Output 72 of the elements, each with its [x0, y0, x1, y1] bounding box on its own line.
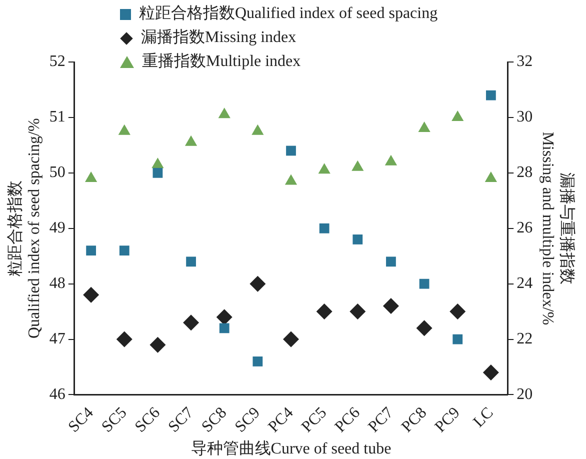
point [250, 276, 266, 292]
point [119, 246, 130, 256]
point [386, 256, 396, 267]
x-tick-label: SC8 [198, 404, 230, 436]
point [86, 246, 96, 256]
point [184, 135, 198, 146]
y2-tick-label: 32 [516, 53, 533, 70]
y-tick-label: 52 [49, 53, 66, 70]
x-tick-label: LC [470, 404, 497, 431]
point [116, 331, 132, 348]
y2-tick-label: 28 [516, 164, 533, 182]
point [284, 174, 298, 185]
point [452, 334, 463, 344]
point [486, 90, 496, 100]
point [382, 298, 399, 314]
x-tick-label: PC7 [365, 404, 397, 436]
point [152, 168, 163, 178]
point [186, 256, 196, 267]
x-tick-label: SC9 [232, 404, 264, 436]
point [218, 108, 230, 118]
y2-tick-label: 26 [516, 220, 533, 237]
x-tick-label: PC9 [432, 404, 464, 436]
y2-tick-label: 20 [516, 386, 533, 403]
point [252, 356, 263, 366]
point [484, 171, 497, 182]
x-tick-label: SC5 [98, 404, 130, 436]
x-tick-label: SC4 [65, 404, 97, 436]
point [450, 304, 466, 320]
x-tick-label: PC5 [298, 404, 330, 436]
x-tick-label: SC6 [132, 404, 164, 436]
point [452, 110, 464, 121]
point [286, 146, 296, 156]
point [252, 124, 264, 135]
point [85, 171, 98, 182]
point [83, 286, 100, 303]
point [482, 364, 499, 381]
y-tick-label: 46 [49, 386, 66, 403]
point [118, 124, 130, 135]
y2-tick-label: 22 [516, 330, 533, 348]
point [352, 234, 363, 244]
point [418, 122, 430, 132]
point [350, 304, 366, 320]
y-tick-label: 48 [49, 275, 66, 292]
legend-label: 重播指数Multiple index [142, 53, 301, 70]
point [419, 278, 430, 289]
y-tick-label: 51 [49, 108, 66, 126]
y-tick-label: 50 [49, 164, 66, 182]
y-tick-label: 49 [49, 220, 66, 237]
point [283, 331, 299, 348]
y-axis-title: 粒距合格指数 Qualified index of seed spacing/% [6, 118, 44, 339]
x-tick-label: PC6 [332, 404, 364, 436]
x-tick-label: PC4 [265, 404, 297, 436]
point [384, 154, 398, 166]
legend-label: 漏播指数Missing index [141, 29, 296, 46]
y2-tick-label: 30 [516, 108, 533, 126]
y2-tick-label: 24 [516, 275, 533, 292]
y2-axis-title: 漏播与重播指数 Missing and multiple index/% [538, 132, 576, 326]
legend-label: 粒距合格指数Qualified index of seed spacing [139, 5, 438, 22]
x-tick-label: SC7 [165, 404, 197, 436]
point [352, 160, 364, 171]
point [150, 336, 166, 353]
y-tick-label: 47 [49, 330, 66, 348]
x-tick-label: PC8 [398, 404, 430, 436]
point [216, 309, 232, 326]
point [152, 158, 164, 168]
point [416, 320, 432, 336]
point [219, 323, 230, 334]
point [319, 223, 330, 234]
point [318, 163, 330, 174]
point [183, 314, 200, 331]
x-axis-title: 导种管曲线Curve of seed tube [190, 440, 392, 458]
point [316, 304, 332, 320]
